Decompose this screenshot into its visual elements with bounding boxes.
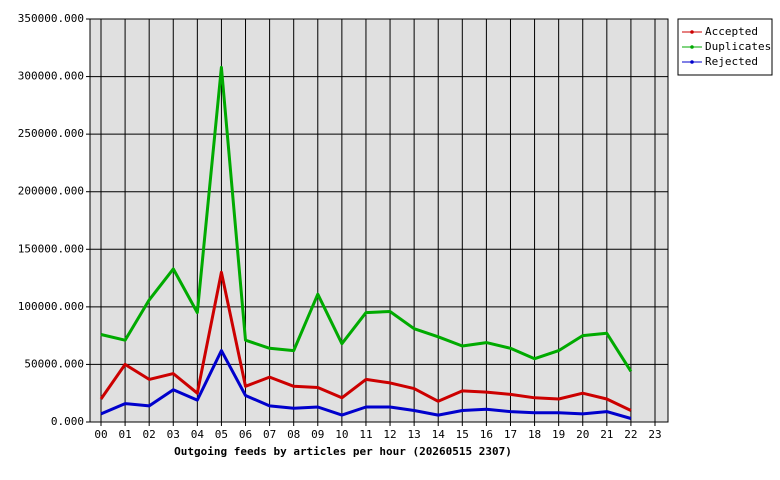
y-tick-label: 50000.000 <box>24 357 84 370</box>
x-tick-label: 00 <box>94 428 107 441</box>
legend-marker <box>690 60 694 64</box>
series-line <box>99 270 632 412</box>
x-tick-label: 04 <box>191 428 205 441</box>
series-line <box>100 65 633 373</box>
x-tick-label: 14 <box>432 428 446 441</box>
x-tick-label: 13 <box>408 428 421 441</box>
legend-label: Rejected <box>705 55 758 68</box>
x-tick-label: 08 <box>287 428 300 441</box>
legend-marker <box>690 45 694 49</box>
y-tick-label: 350000.000 <box>18 12 84 25</box>
x-tick-label: 17 <box>504 428 517 441</box>
y-tick-label: 250000.000 <box>18 127 84 140</box>
y-tick-label: 200000.000 <box>18 185 84 198</box>
x-tick-label: 02 <box>143 428 156 441</box>
x-tick-label: 03 <box>167 428 180 441</box>
x-tick-label: 07 <box>263 428 276 441</box>
x-tick-label: 12 <box>383 428 396 441</box>
y-tick-label: 150000.000 <box>18 242 84 255</box>
x-tick-label: 11 <box>359 428 372 441</box>
x-tick-label: 20 <box>576 428 589 441</box>
x-axis-title: Outgoing feeds by articles per hour (202… <box>174 445 512 458</box>
x-tick-label: 06 <box>239 428 252 441</box>
x-tick-label: 05 <box>215 428 228 441</box>
series-line <box>100 349 632 420</box>
y-tick-label: 300000.000 <box>18 70 84 83</box>
y-tick-label: 0.000 <box>51 415 84 428</box>
x-tick-label: 10 <box>335 428 348 441</box>
x-tick-label: 23 <box>648 428 661 441</box>
x-tick-label: 19 <box>552 428 565 441</box>
x-tick-label: 01 <box>118 428 131 441</box>
legend-label: Duplicates <box>705 40 771 53</box>
plot-area <box>90 19 668 422</box>
x-tick-label: 21 <box>600 428 613 441</box>
x-tick-label: 09 <box>311 428 324 441</box>
x-tick-label: 18 <box>528 428 541 441</box>
legend-label: Accepted <box>705 25 758 38</box>
plot-border <box>89 18 669 423</box>
legend-marker <box>690 30 694 34</box>
x-tick-label: 16 <box>480 428 493 441</box>
x-tick-label: 22 <box>624 428 637 441</box>
x-tick-label: 15 <box>456 428 469 441</box>
y-tick-label: 100000.000 <box>18 300 84 313</box>
